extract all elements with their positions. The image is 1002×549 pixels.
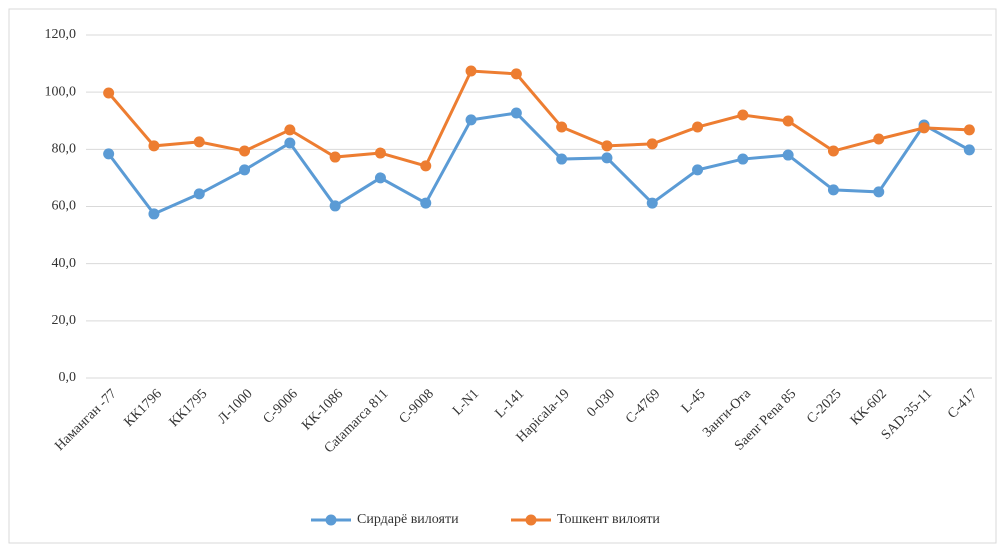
- point: [284, 124, 296, 136]
- y-tick-label: 20,0: [52, 313, 77, 328]
- point: [918, 122, 930, 134]
- chart-border: [8, 8, 997, 544]
- legend-marker: [325, 514, 337, 526]
- point: [239, 145, 251, 157]
- point: [692, 164, 704, 176]
- point: [963, 144, 975, 156]
- y-tick-label: 100,0: [45, 84, 77, 99]
- point: [737, 153, 749, 165]
- y-tick-label: 40,0: [52, 256, 77, 271]
- point: [601, 152, 613, 164]
- point: [510, 68, 522, 80]
- point: [329, 151, 341, 163]
- point: [193, 188, 205, 200]
- point: [193, 136, 205, 148]
- y-tick-label: 60,0: [52, 199, 77, 214]
- point: [646, 197, 658, 209]
- point: [465, 65, 477, 77]
- point: [103, 87, 115, 99]
- point: [374, 172, 386, 184]
- y-tick-label: 0,0: [59, 370, 77, 385]
- point: [827, 184, 839, 196]
- point: [737, 109, 749, 121]
- point: [782, 149, 794, 161]
- legend-label: Тошкент вилояти: [557, 512, 660, 527]
- point: [374, 147, 386, 159]
- y-tick-label: 80,0: [52, 142, 77, 157]
- point: [239, 164, 251, 176]
- line: [107, 111, 971, 216]
- point: [420, 160, 432, 172]
- point: [646, 138, 658, 150]
- point: [827, 145, 839, 157]
- legend-label: Сирдарё вилояти: [357, 512, 459, 527]
- point: [556, 121, 568, 133]
- point: [465, 114, 477, 126]
- line: [107, 69, 970, 168]
- y-tick-label: 120,0: [45, 27, 77, 42]
- point: [510, 107, 522, 119]
- point: [601, 140, 613, 152]
- point: [329, 200, 341, 212]
- point: [556, 153, 568, 165]
- point: [963, 124, 975, 136]
- point: [692, 121, 704, 133]
- point: [420, 197, 432, 209]
- point: [148, 140, 160, 152]
- point: [873, 186, 885, 198]
- point: [873, 133, 885, 145]
- legend-marker: [525, 514, 537, 526]
- point: [284, 137, 296, 149]
- point: [148, 208, 160, 220]
- point: [103, 148, 115, 160]
- point: [782, 115, 794, 127]
